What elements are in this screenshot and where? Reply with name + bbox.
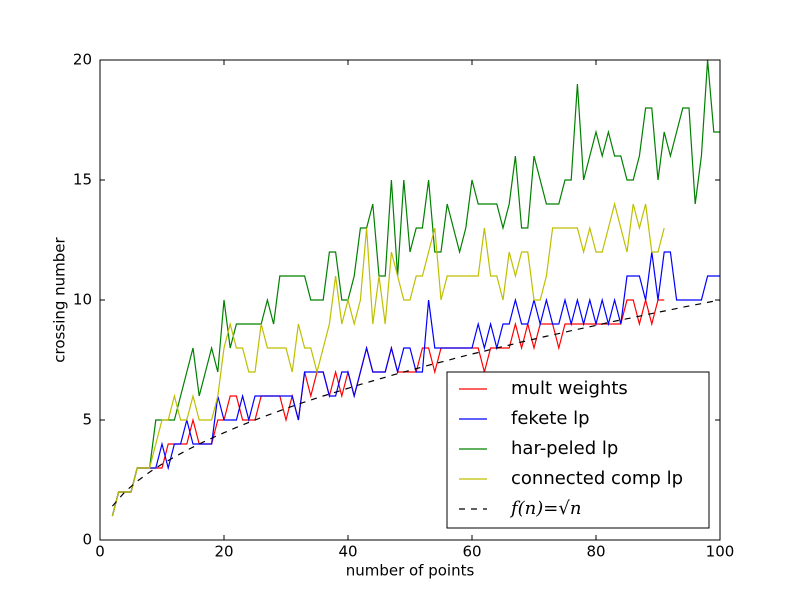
legend-label: f(n)=√n bbox=[509, 498, 581, 519]
plot-frame bbox=[99, 59, 721, 541]
y-tick-label: 0 bbox=[82, 531, 92, 549]
legend: mult weights fekete lp har-peled lp connect… bbox=[446, 371, 710, 529]
y-axis-label: crossing number bbox=[51, 236, 69, 362]
y-tick-label: 15 bbox=[73, 171, 92, 189]
y-tick-label: 20 bbox=[73, 51, 92, 69]
x-tick-label: 100 bbox=[706, 543, 735, 561]
x-axis-label: number of points bbox=[346, 562, 475, 580]
line-series bbox=[111, 59, 720, 517]
line-series bbox=[111, 299, 721, 507]
y-tick-label: 5 bbox=[82, 411, 92, 429]
x-tick-label: 40 bbox=[338, 543, 357, 561]
line-series bbox=[111, 201, 665, 517]
legend-box bbox=[446, 371, 710, 529]
line-series bbox=[111, 251, 720, 517]
x-tick-label: 80 bbox=[586, 543, 605, 561]
legend-label: mult weights bbox=[511, 378, 628, 399]
legend-label: har-peled lp bbox=[511, 438, 618, 459]
x-tick-label: 60 bbox=[462, 543, 481, 561]
x-tick-label: 20 bbox=[214, 543, 233, 561]
legend-label: connected comp lp bbox=[511, 468, 683, 489]
x-tick-label: 0 bbox=[95, 543, 105, 561]
y-tick-label: 10 bbox=[73, 291, 92, 309]
legend-label: fekete lp bbox=[511, 408, 590, 429]
